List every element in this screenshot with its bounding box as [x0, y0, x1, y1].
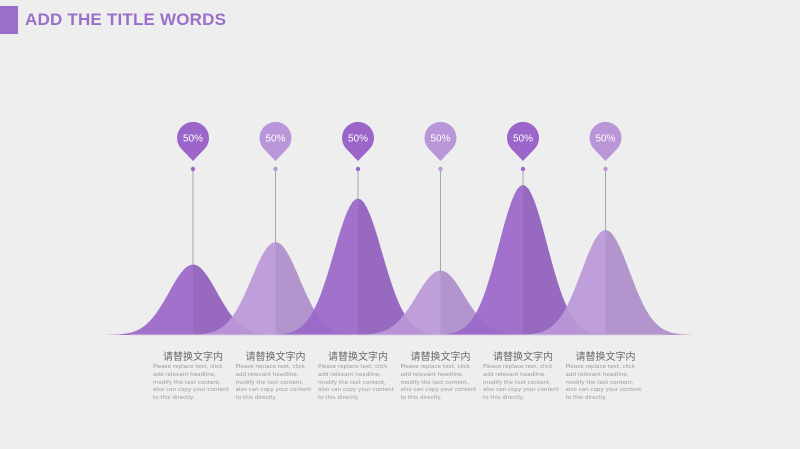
- bell-curve: [189, 242, 362, 335]
- pin-value: 50%: [348, 134, 368, 145]
- item-description: Please replace text, click add relevant …: [235, 364, 312, 402]
- pin-value: 50%: [513, 134, 533, 145]
- pin-value: 50%: [265, 134, 285, 145]
- map-pin-icon: [177, 121, 209, 161]
- item-title: 请替换文字内: [245, 352, 306, 363]
- bell-curve: [519, 230, 692, 335]
- item-title: 请替换文字内: [410, 352, 471, 363]
- item-6: 50%: [519, 121, 692, 335]
- bell-curve: [436, 185, 610, 335]
- item-3: 50%: [271, 121, 445, 335]
- pin-dot: [190, 166, 196, 172]
- title-bar: ADD THE TITLE WORDS: [0, 6, 226, 34]
- item-5: 50%: [436, 121, 610, 335]
- pin-dot: [438, 166, 443, 172]
- pin-value: 50%: [595, 134, 615, 145]
- map-pin-icon: [342, 121, 374, 161]
- map-pin-icon: [424, 121, 457, 161]
- bell-curve-shade: [358, 198, 445, 335]
- item-title: 请替换文字内: [493, 352, 553, 363]
- pin-dot: [520, 166, 526, 172]
- item-1: 50%: [106, 121, 280, 335]
- bell-curve-shade: [193, 264, 280, 335]
- bell-curve-shade: [523, 185, 610, 335]
- pin-value: 50%: [430, 134, 450, 145]
- bell-curve: [271, 198, 445, 335]
- map-pin-icon: [589, 121, 622, 161]
- bell-curve-shade: [605, 230, 692, 335]
- title-accent-block: [0, 6, 18, 34]
- pin-value: 50%: [183, 134, 203, 145]
- item-title: 请替换文字内: [328, 352, 388, 363]
- pin-dot: [273, 166, 278, 172]
- item-description: Please replace text, click add relevant …: [153, 364, 229, 402]
- item-description: Please replace text, click add relevant …: [400, 364, 477, 402]
- bell-curve-shade: [440, 270, 527, 335]
- pin-dot: [603, 166, 608, 172]
- item-title: 请替换文字内: [575, 352, 636, 363]
- item-description: Please replace text, click add relevant …: [318, 364, 394, 402]
- bell-curve: [354, 270, 527, 335]
- pin-dot: [355, 166, 361, 172]
- item-2: 50%: [189, 121, 362, 335]
- item-description: Please replace text, click add relevant …: [483, 364, 559, 402]
- bell-curve: [106, 264, 280, 335]
- bell-curve-shade: [275, 242, 362, 335]
- page-title: ADD THE TITLE WORDS: [25, 10, 227, 29]
- map-pin-icon: [507, 121, 539, 161]
- item-title: 请替换文字内: [163, 352, 223, 363]
- item-4: 50%: [354, 121, 527, 335]
- item-description: Please replace text, click add relevant …: [565, 364, 642, 402]
- map-pin-icon: [259, 121, 292, 161]
